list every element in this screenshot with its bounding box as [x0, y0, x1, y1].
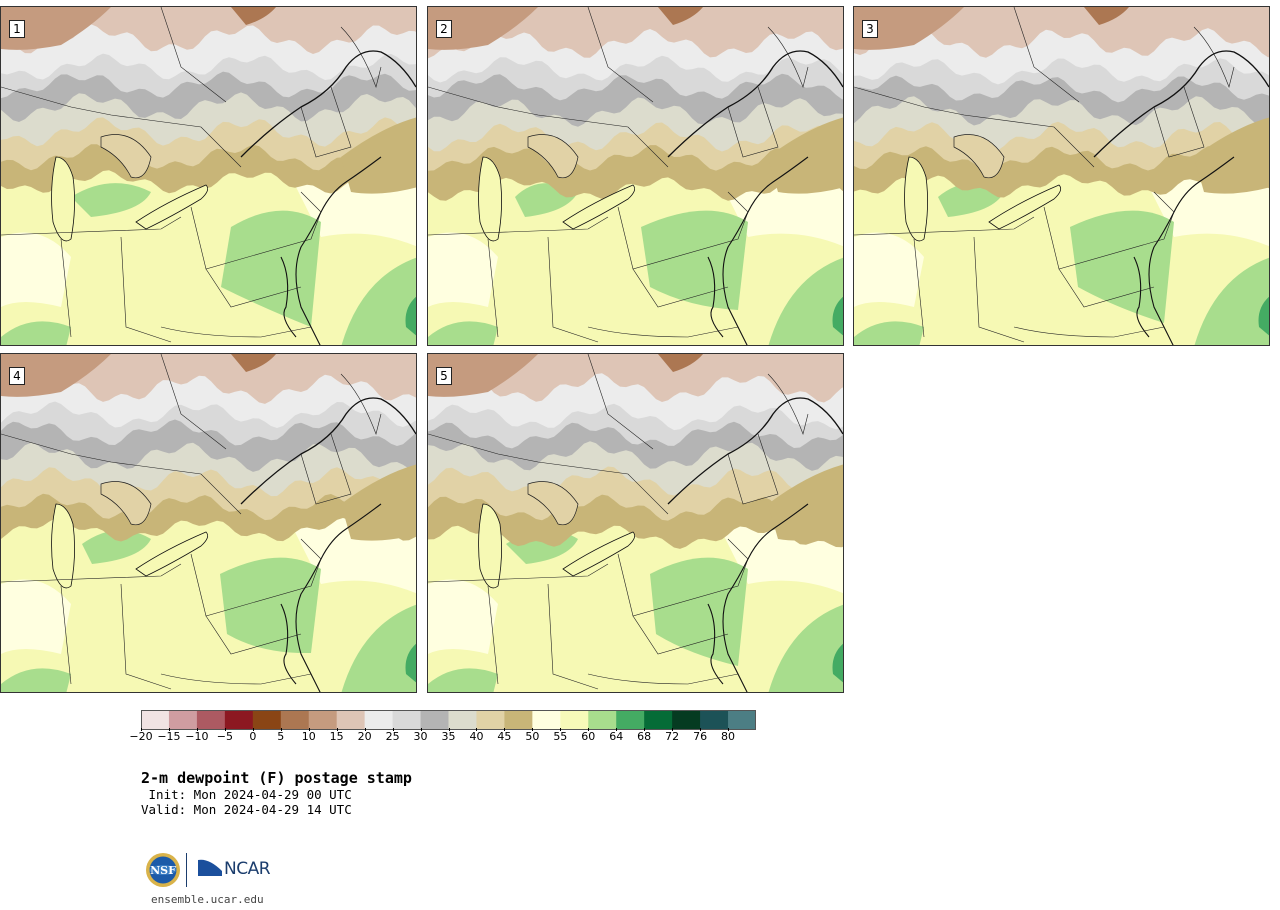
init-time: Init: Mon 2024-04-29 00 UTC — [141, 787, 352, 802]
dewpoint-map — [854, 7, 1269, 345]
stamp-panel-1: 1 — [0, 6, 417, 346]
colorbar-tickmark — [336, 728, 338, 731]
colorbar-tick-label: −15 — [157, 730, 181, 743]
colorbar-swatch — [196, 710, 226, 730]
colorbar-tick-label: 80 — [721, 730, 736, 743]
colorbar-tickmark — [616, 728, 618, 731]
colorbar-tick-label: −20 — [129, 730, 153, 743]
colorbar-swatch — [392, 710, 422, 730]
panel-number: 5 — [436, 367, 452, 385]
colorbar-swatch — [504, 710, 533, 730]
stamp-panel-5: 5 — [427, 353, 844, 693]
colorbar-tick-label: 35 — [441, 730, 456, 743]
panel-number: 1 — [9, 20, 25, 38]
colorbar-tickmark — [196, 728, 198, 731]
colorbar-tickmark — [504, 728, 506, 731]
colorbar-swatch — [280, 710, 310, 730]
colorbar-tickmark — [252, 728, 254, 731]
colorbar-swatch — [141, 710, 170, 730]
svg-text:NSF: NSF — [150, 864, 176, 877]
colorbar-swatch — [728, 710, 756, 730]
panel-number: 4 — [9, 367, 25, 385]
colorbar-swatch — [700, 710, 729, 730]
colorbar-swatch — [420, 710, 449, 730]
colorbar-tick-label: 68 — [637, 730, 652, 743]
colorbar-tickmark — [280, 728, 282, 731]
colorbar-tickmark — [728, 728, 730, 731]
dewpoint-map — [428, 354, 843, 692]
plot-title: 2-m dewpoint (F) postage stamp — [141, 769, 412, 787]
colorbar — [141, 710, 756, 730]
panel-number: 3 — [862, 20, 878, 38]
colorbar-tickmark — [560, 728, 562, 731]
stamp-panel-4: 4 — [0, 353, 417, 693]
panel-number: 2 — [436, 20, 452, 38]
colorbar-tick-label: 40 — [469, 730, 484, 743]
colorbar-tickmark — [588, 728, 590, 731]
colorbar-tick-label: 0 — [249, 730, 257, 743]
colorbar-tick-label: −5 — [216, 730, 233, 743]
site-url: ensemble.ucar.edu — [151, 893, 264, 906]
colorbar-swatch — [672, 710, 701, 730]
stamp-panel-3: 3 — [853, 6, 1270, 346]
colorbar-swatch — [308, 710, 338, 730]
dewpoint-map — [1, 354, 416, 692]
colorbar-tickmark — [364, 728, 366, 731]
colorbar-tickmark — [700, 728, 702, 731]
colorbar-tick-label: 76 — [693, 730, 708, 743]
colorbar-tick-label: 25 — [385, 730, 400, 743]
colorbar-swatch — [252, 710, 282, 730]
colorbar-tick-label: 10 — [301, 730, 316, 743]
colorbar-tick-label: 60 — [581, 730, 596, 743]
colorbar-swatch — [588, 710, 617, 730]
colorbar-tick-label: 55 — [553, 730, 568, 743]
colorbar-tickmark — [141, 728, 142, 731]
colorbar-tick-label: 15 — [329, 730, 344, 743]
colorbar-tickmark — [476, 728, 478, 731]
colorbar-tickmark — [168, 728, 170, 731]
colorbar-swatch — [224, 710, 254, 730]
colorbar-swatch — [364, 710, 394, 730]
logo-separator — [186, 853, 187, 887]
colorbar-swatch — [336, 710, 366, 730]
nsf-logo-icon: NSF — [146, 853, 180, 887]
colorbar-swatch — [560, 710, 589, 730]
colorbar-tick-label: −10 — [185, 730, 209, 743]
colorbar-tick-label: 45 — [497, 730, 512, 743]
colorbar-tickmark — [448, 728, 450, 731]
colorbar-tick-label: 64 — [609, 730, 624, 743]
colorbar-tickmark — [644, 728, 646, 731]
colorbar-tick-label: 20 — [357, 730, 372, 743]
colorbar-tickmark — [308, 728, 310, 731]
colorbar-swatch — [532, 710, 561, 730]
colorbar-swatch — [616, 710, 645, 730]
colorbar-swatch — [448, 710, 477, 730]
ncar-logo-icon — [198, 859, 222, 876]
dewpoint-map — [1, 7, 416, 345]
colorbar-tick-label: 30 — [413, 730, 428, 743]
colorbar-swatch — [476, 710, 505, 730]
dewpoint-map — [428, 7, 843, 345]
colorbar-tickmark — [392, 728, 394, 731]
colorbar-ticks: −20 −15 −10 −5 0 5 10 15 20 25 30 35 40 45 50 55 60 64 68 7… — [129, 728, 756, 746]
valid-time: Valid: Mon 2024-04-29 14 UTC — [141, 802, 352, 817]
colorbar-tickmark — [532, 728, 534, 731]
colorbar-tickmark — [672, 728, 674, 731]
colorbar-tickmark — [224, 728, 226, 731]
colorbar-tick-label: 72 — [665, 730, 680, 743]
ncar-wordmark: NCAR — [224, 859, 271, 879]
colorbar-swatch — [168, 710, 198, 730]
colorbar-tick-label: 5 — [277, 730, 285, 743]
colorbar-tick-label: 50 — [525, 730, 540, 743]
colorbar-tickmark — [420, 728, 422, 731]
colorbar-swatch — [644, 710, 673, 730]
stamp-panel-2: 2 — [427, 6, 844, 346]
